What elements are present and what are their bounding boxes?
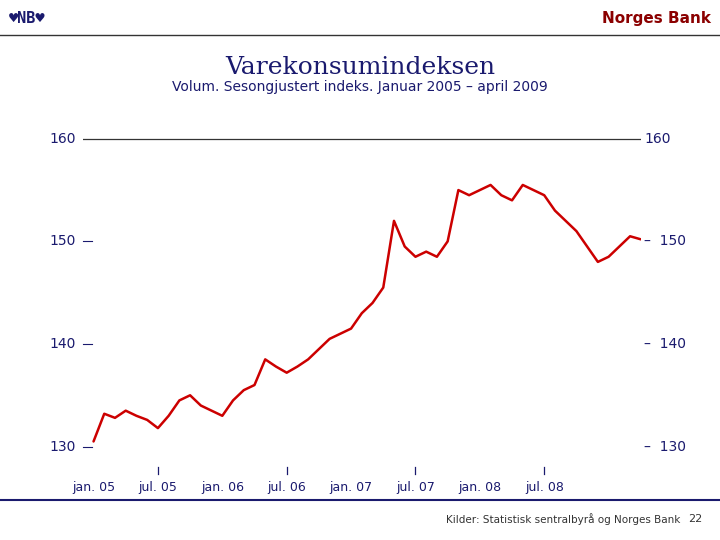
Text: jan. 06: jan. 06 — [201, 481, 244, 494]
Text: jul. 08: jul. 08 — [525, 481, 564, 494]
Text: jan. 07: jan. 07 — [330, 481, 373, 494]
Text: Kilder: Statistisk sentralbyrå og Norges Bank: Kilder: Statistisk sentralbyrå og Norges… — [446, 514, 681, 525]
Text: jul. 05: jul. 05 — [138, 481, 177, 494]
Text: jul. 07: jul. 07 — [396, 481, 435, 494]
Text: 140: 140 — [49, 337, 76, 351]
Text: jan. 08: jan. 08 — [458, 481, 501, 494]
Text: 22: 22 — [688, 515, 702, 524]
Text: 150: 150 — [49, 234, 76, 248]
Text: 130: 130 — [49, 440, 76, 454]
Text: Volum. Sesongjustert indeks. Januar 2005 – april 2009: Volum. Sesongjustert indeks. Januar 2005… — [172, 80, 548, 94]
Text: ♥NB♥: ♥NB♥ — [9, 11, 45, 26]
Text: jan. 05: jan. 05 — [72, 481, 115, 494]
Text: –  140: – 140 — [644, 337, 686, 351]
Text: Varekonsumindeksen: Varekonsumindeksen — [225, 56, 495, 79]
Text: –  150: – 150 — [644, 234, 686, 248]
Text: 160: 160 — [644, 132, 671, 146]
Text: –  130: – 130 — [644, 440, 686, 454]
Text: Norges Bank: Norges Bank — [603, 11, 711, 26]
Text: jul. 06: jul. 06 — [267, 481, 306, 494]
Text: 160: 160 — [49, 132, 76, 146]
